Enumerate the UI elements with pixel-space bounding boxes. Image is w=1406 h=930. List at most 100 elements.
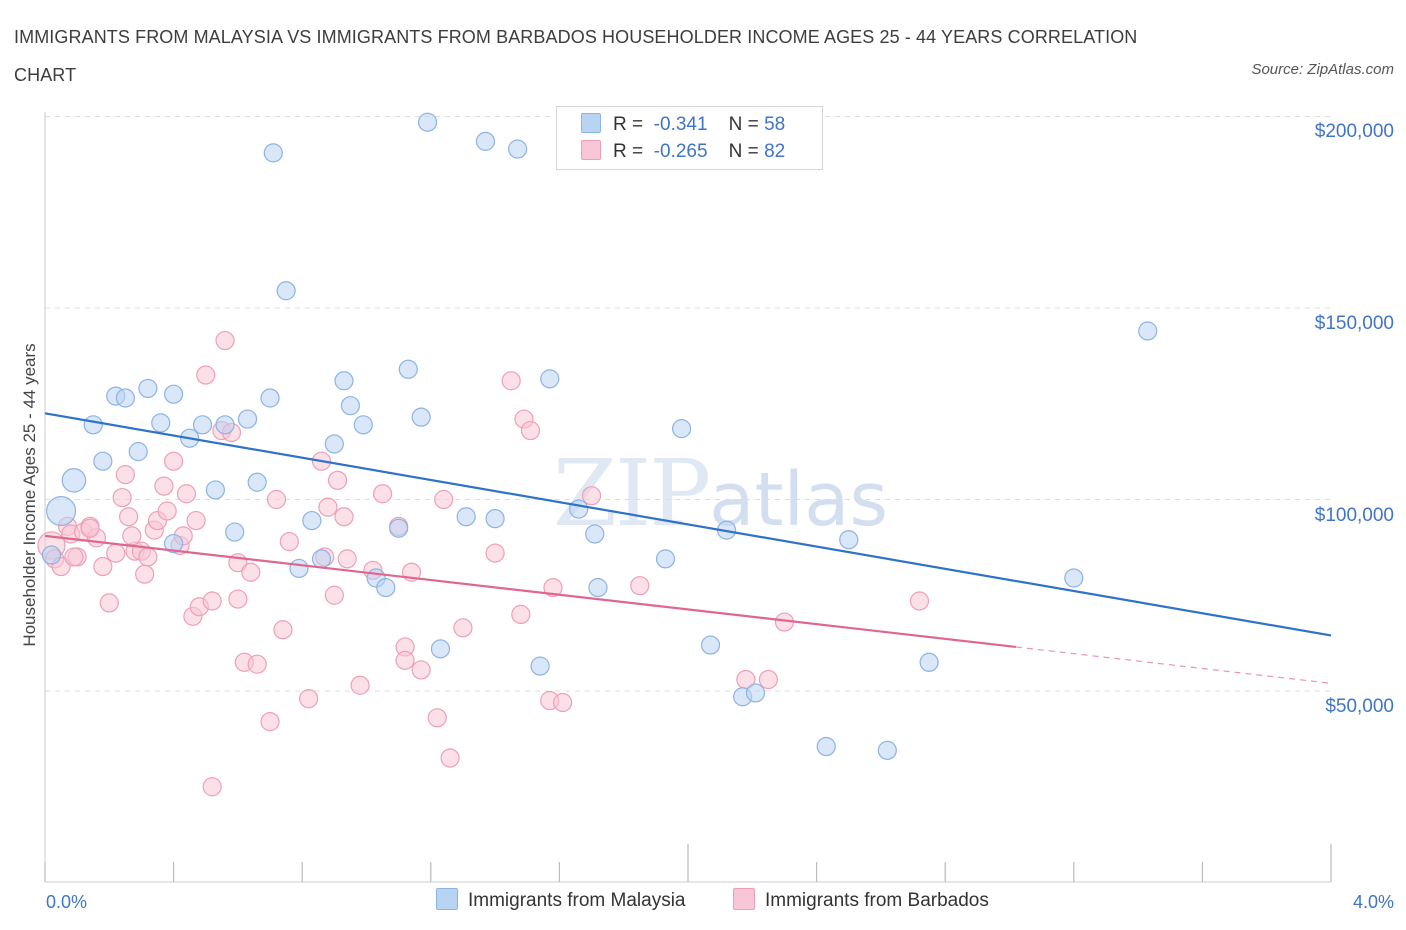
barbados-point	[411, 660, 431, 680]
malaysia-point	[334, 371, 354, 391]
barbados-point	[138, 547, 158, 567]
barbados-point	[630, 576, 650, 596]
r-label: R =	[613, 114, 644, 135]
malaysia-point	[260, 388, 280, 408]
barbados-point	[202, 591, 222, 611]
malaysia-point	[340, 396, 361, 416]
barbados-point	[581, 486, 602, 506]
barbados-point	[215, 330, 235, 351]
malaysia-point	[164, 533, 184, 554]
malaysia-point	[700, 635, 721, 655]
y-tick-label: $50,000	[1325, 696, 1394, 717]
barbados-point	[241, 562, 261, 582]
stats-box: R = -0.341 N = 58 R = -0.265 N = 82	[556, 106, 823, 170]
malaysia-point	[569, 499, 589, 519]
x-tick-max: 4.0%	[1352, 892, 1394, 912]
barbados-point	[118, 507, 139, 527]
malaysia-point	[430, 639, 451, 659]
legend-label: Immigrants from Barbados	[765, 890, 989, 911]
barbados-point	[99, 593, 119, 613]
barbados-point	[196, 365, 216, 385]
barbados-trend-extension	[1015, 646, 1332, 684]
barbados-point	[80, 518, 100, 538]
trend-lines	[44, 412, 1332, 684]
grid-lines	[45, 116, 1331, 692]
malaysia-point	[151, 413, 171, 433]
malaysia-point	[138, 378, 158, 399]
source-label: Source: ZipAtlas.com	[1251, 61, 1394, 78]
barbados-point	[553, 692, 573, 713]
malaysia-point	[919, 652, 939, 672]
malaysia-point	[877, 740, 897, 760]
barbados-point	[299, 689, 319, 709]
y-tick-label: $100,000	[1314, 505, 1394, 526]
barbados-point	[520, 420, 541, 441]
barbados-point	[154, 476, 174, 496]
malaysia-point	[588, 577, 608, 598]
barbados-point	[228, 589, 248, 609]
malaysia-point	[128, 442, 148, 462]
malaysia-point	[276, 281, 296, 301]
malaysia-point	[225, 522, 245, 542]
malaysia-point	[115, 388, 135, 408]
malaysia-point	[302, 510, 322, 531]
barbados-legend-swatch	[733, 888, 755, 910]
barbados-trend-line	[44, 534, 1017, 649]
chart-title: IMMIGRANTS FROM MALAYSIA VS IMMIGRANTS F…	[14, 27, 1138, 85]
malaysia-point	[456, 507, 476, 527]
malaysia-point	[816, 736, 836, 757]
r-value: -0.341	[653, 114, 708, 135]
r-value: -0.265	[653, 141, 708, 162]
barbados-point	[440, 748, 460, 768]
malaysia-point	[1138, 321, 1158, 341]
barbados-point	[202, 777, 222, 797]
malaysia-point	[585, 524, 605, 544]
x-tick-min: 0.0%	[46, 892, 88, 912]
malaysia-point	[41, 545, 62, 565]
barbados-point	[427, 708, 447, 728]
barbados-point	[511, 604, 531, 625]
malaysia-swatch	[581, 113, 601, 133]
barbados-point	[157, 501, 177, 521]
barbados-point	[115, 465, 135, 485]
malaysia-point	[311, 549, 332, 569]
malaysia-point	[61, 468, 87, 493]
malaysia-point	[839, 530, 859, 550]
malaysia-point	[745, 683, 766, 703]
malaysia-point	[215, 415, 235, 435]
barbados-point	[176, 484, 197, 504]
barbados-point	[395, 650, 415, 670]
barbados-point	[135, 564, 155, 584]
barbados-point	[337, 549, 357, 569]
barbados-point	[164, 451, 184, 471]
malaysia-point	[237, 409, 258, 429]
barbados-point	[327, 470, 348, 490]
malaysia-point	[417, 112, 438, 132]
malaysia-point	[376, 577, 396, 598]
legend-item-malaysia: Immigrants from Malaysia	[436, 888, 686, 914]
barbados-point	[186, 510, 206, 531]
malaysia-point	[540, 369, 560, 389]
barbados-point	[324, 585, 344, 605]
legend-label: Immigrants from Malaysia	[468, 890, 686, 911]
malaysia-point	[289, 558, 309, 579]
stats-row-malaysia: R = -0.341 N = 58	[581, 112, 785, 138]
barbados-point	[260, 712, 280, 732]
barbados-point	[273, 620, 293, 640]
barbados-point	[434, 489, 454, 510]
n-value: 58	[764, 114, 786, 135]
barbados-point	[350, 675, 370, 695]
malaysia-point	[205, 480, 225, 500]
barbados-point	[266, 489, 287, 510]
malaysia-point	[671, 419, 692, 439]
n-label: N =	[728, 114, 759, 135]
barbados-point	[543, 577, 563, 598]
barbados-point	[334, 507, 354, 527]
malaysia-point	[247, 472, 267, 492]
barbados-point	[372, 484, 393, 504]
barbados-point	[93, 556, 113, 577]
malaysia-point	[192, 415, 213, 435]
malaysia-point	[411, 407, 431, 427]
malaysia-point	[398, 359, 418, 379]
malaysia-point	[530, 656, 550, 676]
